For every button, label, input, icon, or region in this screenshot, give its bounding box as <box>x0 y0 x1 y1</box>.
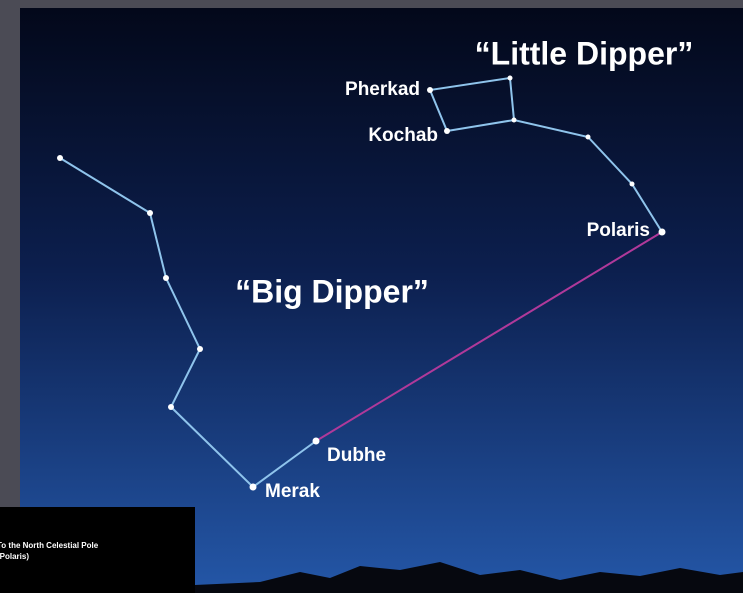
star <box>147 210 153 216</box>
star <box>168 404 174 410</box>
star-label: Dubhe <box>327 445 386 466</box>
big-dipper-title: “Big Dipper” <box>235 273 429 309</box>
star <box>659 229 666 236</box>
star <box>427 87 433 93</box>
star-label: Polaris <box>587 220 650 241</box>
star-label: Pherkad <box>345 79 420 100</box>
little-dipper-title: “Little Dipper” <box>475 35 694 71</box>
star <box>586 135 591 140</box>
star <box>444 128 450 134</box>
star <box>630 182 635 187</box>
star <box>508 76 513 81</box>
inset-text: (Polaris) <box>0 552 29 561</box>
inset-text: To the North Celestial Pole <box>0 541 99 550</box>
star <box>197 346 203 352</box>
screenshot: “Little Dipper” “Big Dipper” Pherkad Koc… <box>0 0 743 593</box>
star <box>313 438 320 445</box>
star <box>57 155 63 161</box>
star <box>163 275 169 281</box>
star-label: Kochab <box>368 125 438 146</box>
star-label: Merak <box>265 481 320 502</box>
star <box>250 484 257 491</box>
star <box>512 118 517 123</box>
